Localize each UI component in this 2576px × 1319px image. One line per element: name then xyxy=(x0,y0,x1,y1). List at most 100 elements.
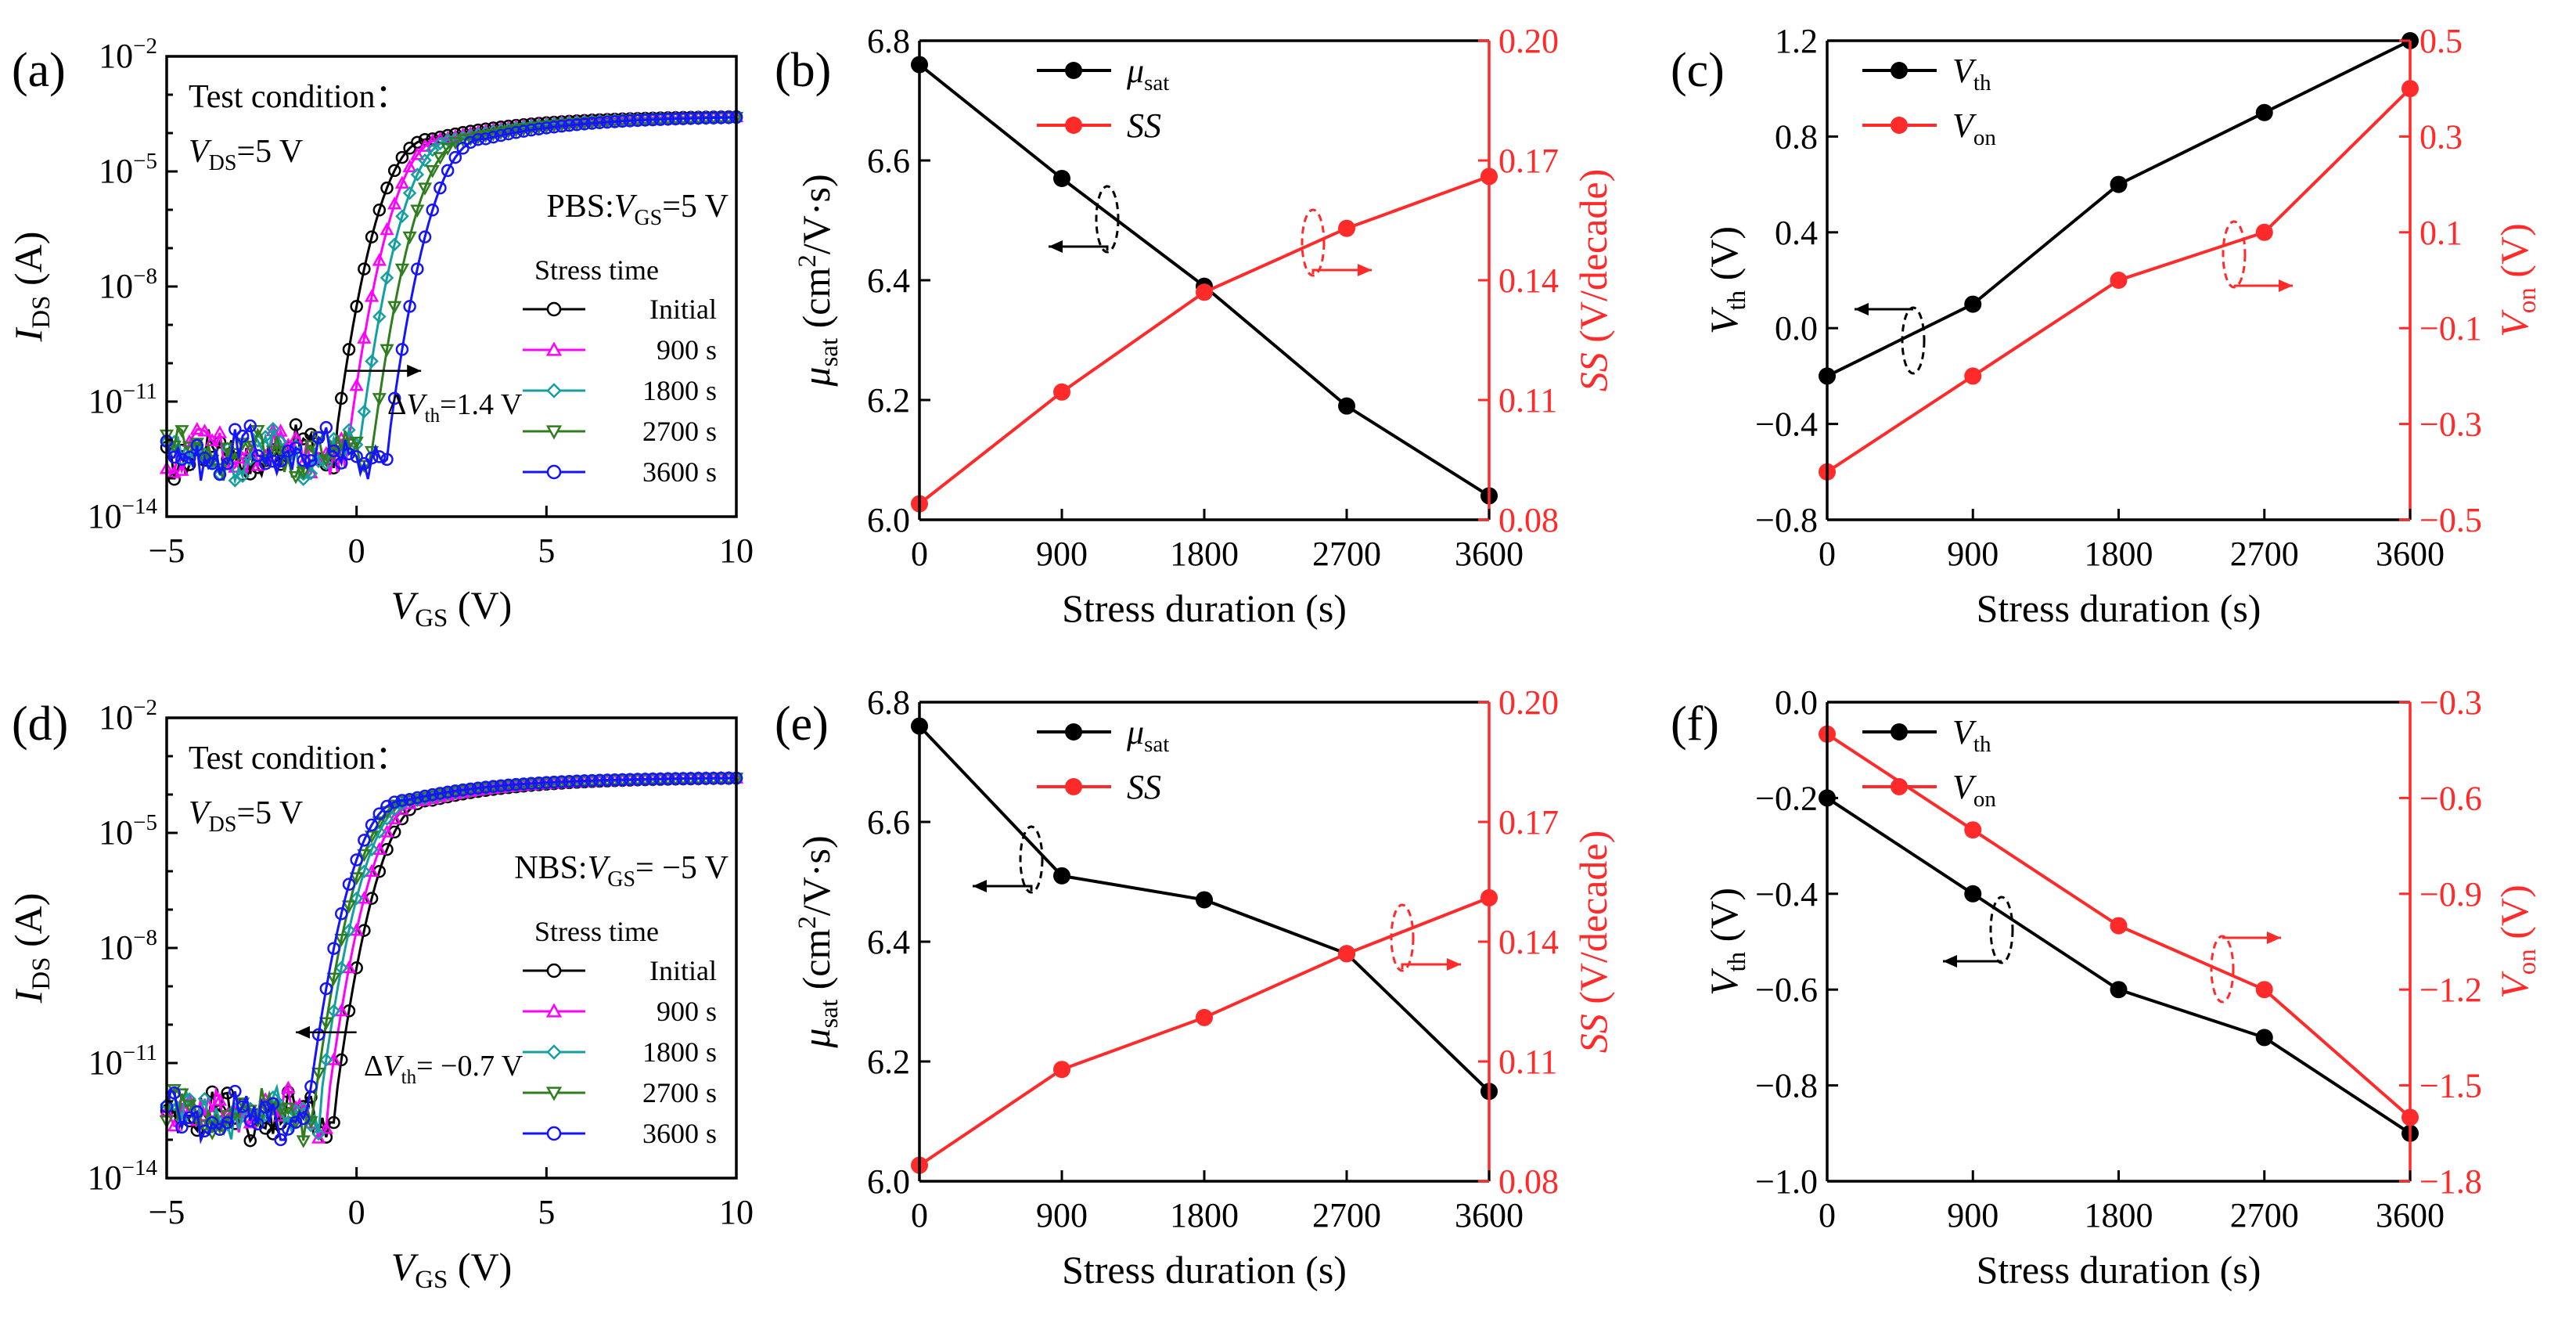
curve-marker xyxy=(524,123,538,137)
curve-marker xyxy=(190,438,204,452)
data-point-right xyxy=(2110,917,2128,935)
curve-marker xyxy=(288,471,304,485)
curve-marker xyxy=(304,465,318,479)
curve-marker xyxy=(608,773,621,787)
y-tick-label: 6.6 xyxy=(867,803,910,841)
curve-marker xyxy=(296,472,311,487)
y-tick-label: 6.8 xyxy=(867,22,910,60)
curve-marker xyxy=(228,1084,242,1098)
curve-marker xyxy=(319,420,333,434)
series-line-left xyxy=(1826,796,2412,1135)
curve-marker xyxy=(699,111,713,125)
curve-marker xyxy=(425,143,440,157)
curve-marker xyxy=(555,119,568,133)
curve-marker xyxy=(593,773,606,787)
y2-tick-label: 0.5 xyxy=(2419,22,2463,60)
curve-marker xyxy=(570,117,584,132)
curve-marker xyxy=(593,116,606,130)
curve-marker xyxy=(213,467,227,481)
series-line-left xyxy=(918,725,1491,1093)
curve-marker xyxy=(243,1133,257,1148)
data-point-right xyxy=(2255,223,2273,241)
curve-marker xyxy=(585,773,599,787)
curve-marker xyxy=(365,842,379,856)
curve-3600s xyxy=(165,116,737,481)
y2-tick-label: −1.5 xyxy=(2419,1067,2482,1105)
y-tick-label: 10−2 xyxy=(99,695,157,737)
curve-marker xyxy=(418,789,432,803)
curve-marker xyxy=(220,1110,235,1123)
annotation-ellipse xyxy=(1301,208,1326,277)
curve-marker xyxy=(358,834,371,847)
curve-marker xyxy=(243,441,257,454)
curve-marker xyxy=(334,934,349,947)
curve-marker xyxy=(494,779,508,793)
panel-label: (d) xyxy=(12,697,68,751)
delta-vth-label: ΔVth= −0.7 V xyxy=(364,1050,523,1088)
legend-entry: SS xyxy=(1127,768,1161,806)
curve-marker xyxy=(380,222,394,236)
y-tick-label: 6.0 xyxy=(867,501,910,539)
curve-marker xyxy=(669,112,682,126)
y-tick-label: 6.6 xyxy=(867,142,910,180)
legend-marker xyxy=(1891,723,1908,741)
curve-marker xyxy=(426,204,439,217)
curve-marker xyxy=(411,791,424,805)
curve-marker xyxy=(411,262,424,276)
curve-marker xyxy=(319,1053,333,1067)
curve-marker xyxy=(448,150,462,164)
y-tick-label: −0.4 xyxy=(1755,875,1818,914)
curve-marker xyxy=(639,773,652,786)
annotation-arrowhead xyxy=(1855,303,1869,315)
curve-marker xyxy=(502,778,516,792)
curve-marker xyxy=(342,343,356,356)
data-point-right xyxy=(1964,821,1982,839)
curve-marker xyxy=(335,907,348,921)
legend-entry: 3600 s xyxy=(642,1118,717,1149)
curve-marker xyxy=(182,450,196,464)
panel-label: (e) xyxy=(775,697,829,751)
curve-marker xyxy=(585,117,599,130)
curve-marker xyxy=(326,1004,341,1018)
curve-marker xyxy=(532,122,545,135)
y2-tick-label: 0.1 xyxy=(2419,214,2463,252)
y-tick-label: −0.2 xyxy=(1755,779,1818,817)
curve-marker xyxy=(646,772,660,786)
curve-marker xyxy=(661,113,675,126)
curve-marker xyxy=(342,447,356,461)
curve-marker xyxy=(563,118,576,132)
x-axis-label: Stress duration (s) xyxy=(1977,586,2261,630)
curve-marker xyxy=(228,423,242,436)
curve-marker xyxy=(387,391,401,405)
legend-marker xyxy=(545,425,563,440)
annotation-arrowhead xyxy=(1943,955,1957,968)
curve-marker xyxy=(395,150,409,164)
curve-3600s xyxy=(165,777,737,1145)
curve-marker xyxy=(417,182,433,196)
curve-marker xyxy=(357,330,372,344)
curve-marker xyxy=(318,454,333,467)
curve-marker xyxy=(318,1121,333,1134)
curve-marker xyxy=(251,449,264,463)
x-tick-label: 0 xyxy=(1819,1196,1836,1234)
curve-marker xyxy=(540,776,553,789)
panel-label: (b) xyxy=(775,44,831,97)
data-point-left xyxy=(1053,867,1070,885)
annotation-arrow xyxy=(1049,245,1109,250)
curve-marker xyxy=(266,455,280,468)
curve-marker xyxy=(319,982,333,996)
curve-marker xyxy=(358,262,371,276)
legend-marker xyxy=(1065,62,1082,79)
legend-entry: μsat xyxy=(1126,713,1169,757)
legend-marker xyxy=(546,383,562,398)
curve-marker xyxy=(258,1108,272,1123)
legend-marker xyxy=(545,1003,563,1018)
curve-marker xyxy=(434,181,447,195)
curve-marker xyxy=(296,467,311,480)
curve-marker xyxy=(372,807,387,820)
curve-marker xyxy=(189,422,204,435)
curve-marker xyxy=(722,771,736,785)
curve-marker xyxy=(502,127,516,141)
y2-tick-label: −0.6 xyxy=(2419,779,2482,817)
y-axis-label: μsat (cm2/V·s) xyxy=(793,835,844,1048)
